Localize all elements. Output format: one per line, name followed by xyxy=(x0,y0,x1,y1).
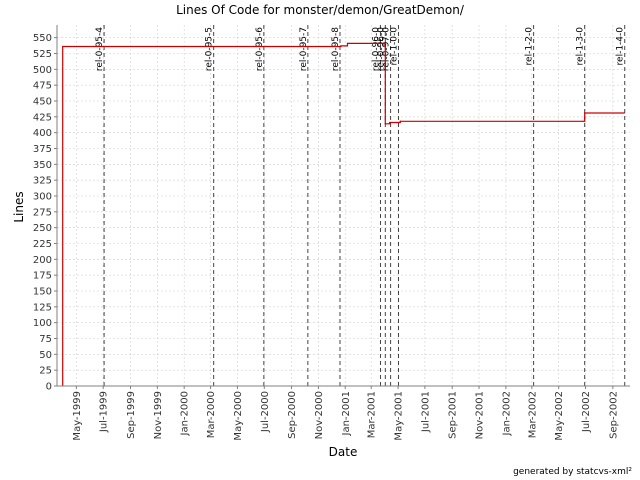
release-marker-label: rel-1-4-0 xyxy=(616,27,626,66)
y-tick-label: 50 xyxy=(39,350,52,361)
y-tick-label: 200 xyxy=(33,255,52,266)
y-tick-label: 250 xyxy=(33,223,52,234)
x-tick-label: Jul-1999 xyxy=(99,391,110,433)
data-point xyxy=(384,45,386,47)
data-point xyxy=(584,112,586,114)
x-tick-label: Jul-2000 xyxy=(260,391,271,433)
data-point xyxy=(389,121,391,124)
data-point xyxy=(396,121,398,124)
data-point xyxy=(384,123,386,125)
y-tick-label: 350 xyxy=(33,160,52,171)
y-tick-label: 100 xyxy=(33,318,52,329)
x-tick-label: Mar-2002 xyxy=(527,391,538,438)
y-tick-label: 150 xyxy=(33,287,52,298)
plot-area xyxy=(57,25,630,386)
data-point xyxy=(582,120,584,122)
y-tick-label: 125 xyxy=(33,302,52,313)
y-tick-label: 425 xyxy=(33,112,52,123)
y-tick-label: 375 xyxy=(33,144,52,155)
x-tick-label: Sep-2000 xyxy=(287,391,298,439)
x-tick-label: Nov-1999 xyxy=(153,391,164,439)
y-tick-label: 550 xyxy=(33,33,52,44)
data-point xyxy=(340,45,342,47)
x-tick-label: May-1999 xyxy=(72,391,83,441)
release-marker-label: rel-0-95-5 xyxy=(205,27,215,71)
x-tick-label: May-2001 xyxy=(394,391,405,441)
x-tick-label: Jul-2002 xyxy=(581,391,592,433)
release-marker-label: rel-0-95-7 xyxy=(299,27,309,71)
axes xyxy=(54,25,630,389)
x-tick-label: Sep-1999 xyxy=(126,391,137,439)
chart-title: Lines Of Code for monster/demon/GreatDem… xyxy=(176,3,465,17)
x-tick-label: Jan-2000 xyxy=(180,391,191,436)
release-marker-label: rel-0-95-4 xyxy=(95,27,105,71)
x-tick-label: May-2002 xyxy=(554,391,565,441)
y-axis-label: Lines xyxy=(12,191,26,222)
series-layer xyxy=(62,42,625,387)
release-marker-label: rel-0-95-6 xyxy=(255,27,265,71)
y-tick-label: 25 xyxy=(39,366,52,377)
x-tick-label: Sep-2001 xyxy=(448,391,459,439)
x-tick-label: Jan-2001 xyxy=(341,391,352,436)
y-tick-label: 225 xyxy=(33,239,52,250)
credit-text: generated by statcvs-xml² xyxy=(513,467,632,477)
y-tick-label: 400 xyxy=(33,128,52,139)
y-tick-label: 325 xyxy=(33,176,52,187)
y-tick-label: 275 xyxy=(33,207,52,218)
data-point xyxy=(399,120,401,122)
data-point xyxy=(346,42,349,44)
grid xyxy=(57,25,630,387)
y-tick-label: 300 xyxy=(33,192,52,203)
y-tick-label: 75 xyxy=(39,334,52,345)
x-tick-label: Jul-2001 xyxy=(420,391,431,433)
y-tick-labels: 0 25 50 75 100 125 150 175 200 225 250 275 300 325 350… xyxy=(33,33,52,392)
x-tick-label: Nov-2001 xyxy=(475,391,486,439)
release-marker-label: rel-1-0-0 xyxy=(390,27,400,66)
y-tick-label: 475 xyxy=(33,81,52,92)
y-tick-label: 500 xyxy=(33,65,52,76)
x-tick-label: Nov-2000 xyxy=(314,391,325,439)
x-tick-label: Mar-2000 xyxy=(206,391,217,438)
release-markers: rel-0-95-4 rel-0-95-5 rel-0-95-6 rel-0-95-7… xyxy=(95,25,626,386)
x-tick-label: Mar-2001 xyxy=(367,391,378,438)
release-marker-label: rel-1-3-0 xyxy=(576,27,586,66)
x-tick-label: Jan-2002 xyxy=(501,391,512,436)
release-marker-label: rel-1-2-0 xyxy=(525,27,535,66)
release-marker-label: rel-0-95-8 xyxy=(331,27,341,71)
y-tick-label: 175 xyxy=(33,271,52,282)
x-tick-label: Sep-2002 xyxy=(608,391,619,439)
release-marker-label: rel-0-96-0 xyxy=(376,27,386,71)
x-axis-label: Date xyxy=(329,445,358,459)
y-tick-label: 0 xyxy=(46,382,52,393)
y-tick-label: 450 xyxy=(33,97,52,108)
data-point xyxy=(62,45,64,48)
release-marker-label: rel-0-96-0 xyxy=(371,27,381,71)
x-tick-label: May-2000 xyxy=(233,391,244,441)
release-marker-label: rel-0-97-0 xyxy=(382,27,392,71)
data-point xyxy=(623,112,625,114)
x-tick-labels: May-1999 Jul-1999 Sep-1999 Nov-1999 Jan-2000… xyxy=(72,391,619,441)
y-tick-label: 525 xyxy=(33,49,52,60)
